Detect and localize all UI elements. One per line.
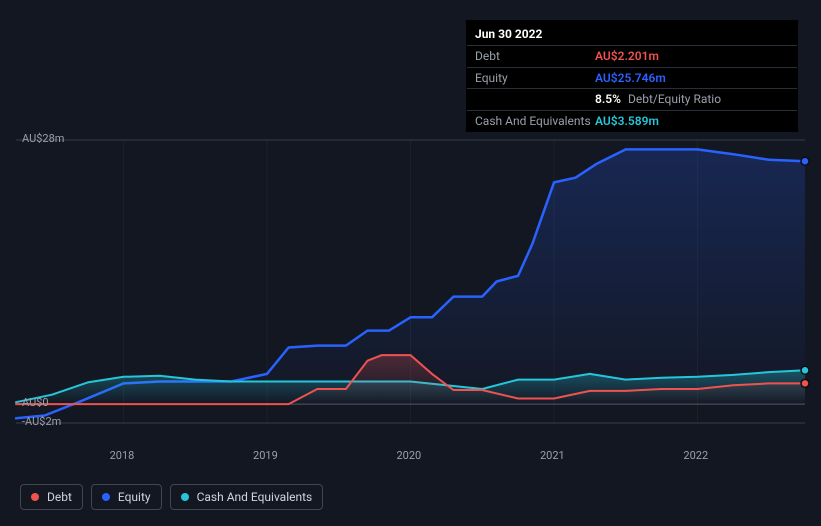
tooltip-row-label: Equity: [475, 71, 595, 85]
x-axis-label: 2021: [540, 449, 565, 462]
tooltip-row-value: 8.5% Debt/Equity Ratio: [595, 92, 789, 106]
chart-tooltip: Jun 30 2022 DebtAU$2.201mEquityAU$25.746…: [466, 20, 798, 132]
y-axis-label: AU$28m: [22, 132, 64, 145]
legend-item-debt[interactable]: Debt: [20, 484, 83, 510]
tooltip-row-label: Debt: [475, 49, 595, 63]
tooltip-row: Cash And EquivalentsAU$3.589m: [467, 111, 797, 131]
chart-legend: Debt Equity Cash And Equivalents: [20, 484, 323, 510]
y-axis-label: AU$0: [22, 396, 49, 409]
legend-dot-icon: [181, 493, 189, 501]
tooltip-row: 8.5% Debt/Equity Ratio: [467, 89, 797, 110]
tooltip-title: Jun 30 2022: [467, 21, 797, 46]
legend-label: Debt: [47, 490, 72, 504]
tooltip-row: EquityAU$25.746m: [467, 68, 797, 89]
y-axis-label: -AU$2m: [22, 415, 61, 428]
x-axis-label: 2022: [683, 449, 708, 462]
tooltip-row-value: AU$25.746m: [595, 71, 789, 85]
legend-item-equity[interactable]: Equity: [91, 484, 162, 510]
legend-dot-icon: [102, 493, 110, 501]
legend-dot-icon: [31, 493, 39, 501]
tooltip-row-label: Cash And Equivalents: [475, 114, 595, 128]
x-axis-label: 2019: [253, 449, 278, 462]
tooltip-row: DebtAU$2.201m: [467, 46, 797, 67]
tooltip-row-value: AU$3.589m: [595, 114, 789, 128]
x-axis-label: 2018: [110, 449, 135, 462]
legend-item-cash[interactable]: Cash And Equivalents: [170, 484, 324, 510]
legend-label: Equity: [118, 490, 151, 504]
tooltip-row-label: [475, 92, 595, 106]
tooltip-row-value: AU$2.201m: [595, 49, 789, 63]
x-axis-label: 2020: [397, 449, 422, 462]
legend-label: Cash And Equivalents: [197, 490, 313, 504]
